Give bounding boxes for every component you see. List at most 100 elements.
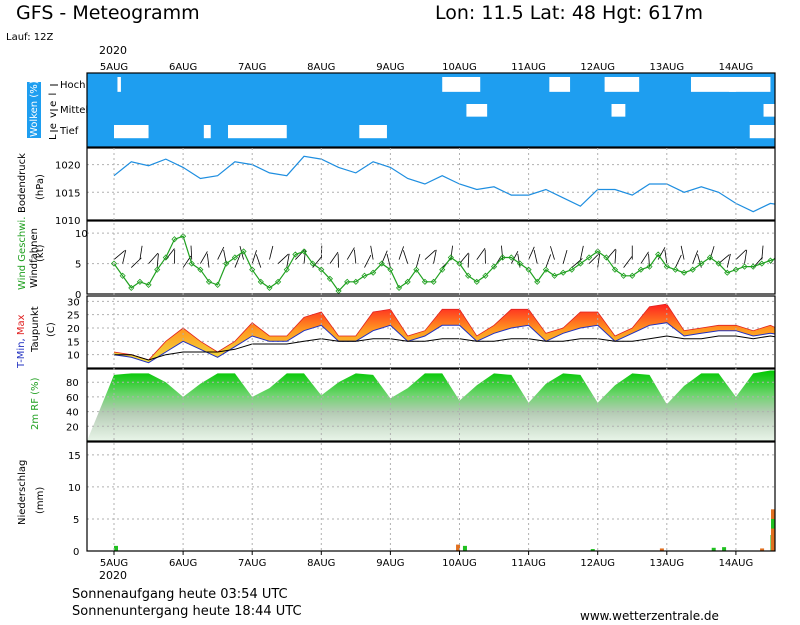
precip-tick-label: 5	[73, 515, 79, 526]
wind-speed-point	[352, 278, 359, 285]
day-label-bottom: 11AUG	[511, 558, 546, 569]
wind-speed-point	[300, 248, 308, 255]
wind-barb	[122, 249, 127, 264]
day-label-top: 10AUG	[442, 62, 477, 73]
wind-speed-point	[490, 263, 498, 270]
wind-speed-point	[473, 278, 480, 285]
cloud-clear-patch	[763, 104, 775, 117]
sunset-label: Sonnenuntergang heute 18:44 UTC	[72, 604, 302, 619]
wind-speed-point	[292, 251, 299, 258]
wind-barb	[433, 249, 437, 264]
wind-barb	[623, 256, 633, 268]
wind-barb	[190, 245, 193, 260]
temp-tick-label: 20	[67, 324, 80, 335]
temp-tick-label: 30	[67, 297, 80, 308]
wind-speed-point	[603, 254, 610, 261]
cloud-label-background	[27, 82, 41, 138]
location-coordinates: Lon: 11.5 Lat: 48 Hgt: 617m	[435, 2, 704, 24]
wind-barb	[346, 247, 355, 260]
wind-barb	[675, 254, 682, 268]
wind-barb	[459, 252, 469, 264]
page-title: GFS - Meteogramm	[16, 2, 200, 24]
wind-speed-point	[551, 272, 558, 279]
humidity-tick-label: 20	[66, 422, 79, 433]
wind-barb	[415, 253, 421, 268]
wind-speed-point	[698, 260, 705, 267]
cloud-clear-patch	[611, 104, 626, 117]
panel-border-wind	[86, 220, 776, 295]
cloud-clear-patch	[442, 77, 481, 92]
wind-barb	[761, 245, 764, 260]
wind-speed-point	[283, 266, 290, 273]
wind-barb	[580, 245, 584, 260]
day-label-bottom: 7AUG	[238, 558, 266, 569]
wind-speed-point	[777, 255, 782, 260]
pressure-unit-label: (hPa)	[35, 174, 46, 200]
wind-speed-point	[335, 287, 342, 295]
wind-speed-point	[741, 263, 748, 270]
day-label-top: 9AUG	[376, 62, 404, 73]
cloud-ylabel: Wolken (%)	[29, 80, 40, 137]
precip-tick-label: 10	[68, 483, 81, 494]
precip-ylabel: Niederschlag	[17, 460, 28, 525]
wind-speed-point	[188, 260, 195, 267]
wind-speed-point	[724, 269, 731, 276]
wind-speed-point	[585, 254, 593, 261]
wind-speed-point	[750, 263, 757, 270]
wind-barb	[614, 249, 617, 264]
panel-border-clouds	[86, 72, 776, 148]
wind-speed-point	[240, 248, 247, 255]
wind-speed-point	[180, 233, 187, 240]
cloud-clear-patch	[690, 77, 736, 92]
precip-bar	[771, 528, 775, 551]
wind-barb	[640, 251, 649, 264]
wind-barb	[476, 248, 486, 260]
humidity-tick-label: 40	[66, 408, 79, 419]
wind-barb	[206, 253, 210, 268]
day-label-top: 14AUG	[719, 62, 754, 73]
day-label-top: 7AUG	[238, 62, 266, 73]
day-label-top: 8AUG	[307, 62, 335, 73]
wind-speed-point	[525, 266, 532, 273]
wind-speed-point	[110, 260, 118, 267]
wind-speed-point	[629, 272, 636, 279]
wind-speed-point	[421, 278, 429, 285]
wind-speed-point	[594, 248, 601, 255]
wind-barb	[113, 250, 125, 260]
wind-speed-point	[249, 266, 256, 273]
day-label-bottom: 5AUG	[100, 558, 128, 569]
wind-ylabel: Wind Geschwi.	[17, 217, 28, 290]
cloud-clear-patch	[728, 77, 771, 92]
wind-speed-point	[231, 254, 238, 261]
cloud-cover-area	[87, 73, 775, 147]
precip-tick-label: 15	[68, 451, 81, 462]
wind-speed-point	[171, 236, 178, 243]
cloud-clear-patch	[359, 125, 387, 139]
wind-barb	[303, 249, 306, 264]
wind-speed-point	[620, 272, 627, 279]
wind-speed-point	[499, 254, 506, 261]
wind-barb	[269, 245, 274, 260]
wind-speed-point	[542, 266, 549, 273]
year-label-bottom: 2020	[99, 569, 127, 582]
wind-speed-point	[145, 281, 152, 288]
wind-barb	[550, 246, 555, 260]
wind-barb	[251, 250, 257, 264]
wind-barb	[402, 250, 409, 264]
wind-barb	[156, 253, 159, 268]
wind-speed-point	[456, 260, 463, 267]
wind-speed-point	[785, 252, 790, 257]
temp-ylabel: T-Min, Max	[16, 314, 27, 369]
pressure-ylabel: Bodendruck	[17, 153, 28, 213]
precip-bar	[722, 547, 727, 551]
day-label-top: 11AUG	[511, 62, 546, 73]
wind-speed-point	[508, 254, 515, 261]
wind-tick-label: 5	[75, 260, 81, 271]
wind-speed-point	[378, 260, 385, 267]
wind-speed-point	[266, 284, 273, 291]
wind-barb	[200, 251, 208, 264]
temp-tick-label: 25	[67, 311, 80, 322]
wind-barb	[370, 245, 374, 260]
cloud-clear-patch	[114, 125, 149, 139]
wind-speed-point	[309, 260, 316, 267]
